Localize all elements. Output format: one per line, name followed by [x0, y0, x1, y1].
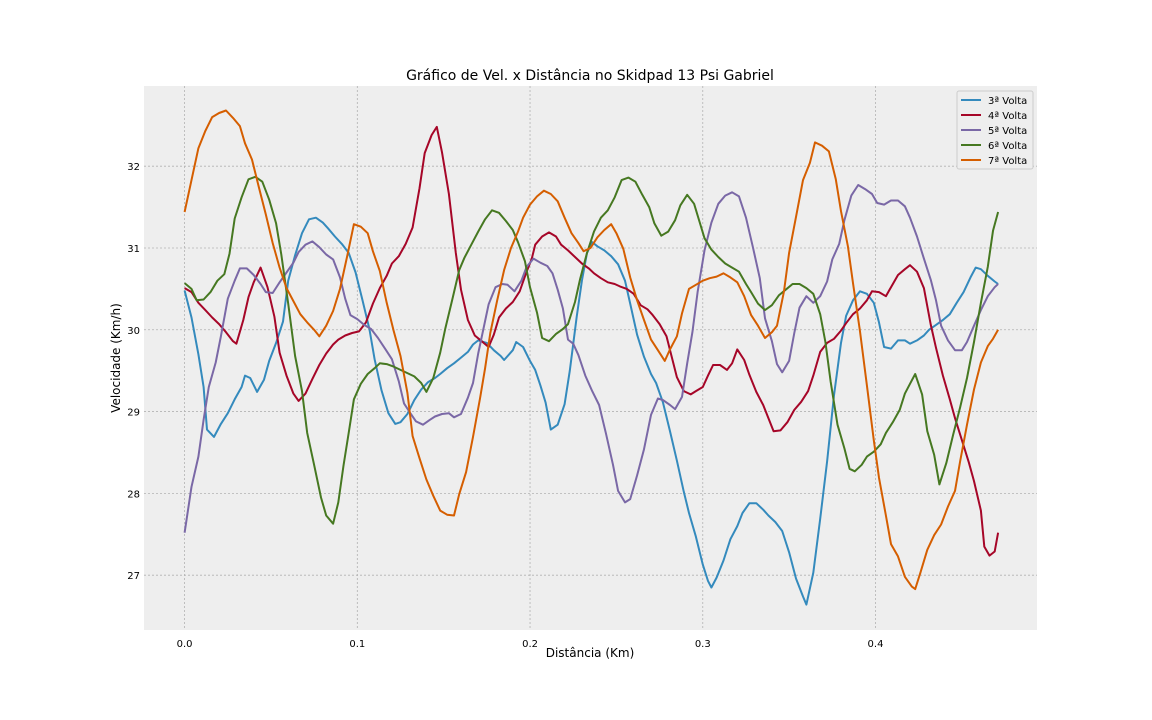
- x-axis-label: Distância (Km): [546, 646, 635, 660]
- series-line: [183, 184, 999, 533]
- y-tick-label: 27: [127, 571, 140, 582]
- plot-area: [144, 86, 1037, 630]
- x-tick-label: 0.2: [522, 639, 538, 650]
- y-tick-label: 32: [127, 162, 140, 173]
- y-tick-label: 31: [127, 244, 140, 255]
- series-line: [183, 109, 999, 591]
- legend-label: 5ª Volta: [988, 126, 1027, 137]
- legend-label: 4ª Volta: [988, 111, 1027, 122]
- series-line: [184, 125, 1000, 557]
- series-lines: [183, 109, 1000, 606]
- legend-label: 3ª Volta: [988, 96, 1027, 107]
- x-tick-label: 0.3: [695, 639, 711, 650]
- legend-label: 7ª Volta: [988, 156, 1027, 167]
- grid: [144, 86, 1037, 630]
- series-line: [183, 175, 1000, 525]
- legend-label: 6ª Volta: [988, 141, 1027, 152]
- y-tick-label: 30: [127, 326, 140, 337]
- legend-box: [956, 90, 1034, 170]
- x-axis-ticks: 0.0 0.1 0.2 0.3 0.4: [177, 639, 884, 650]
- y-axis-label: Velocidade (Km/h): [109, 303, 123, 413]
- x-tick-label: 0.1: [349, 639, 365, 650]
- y-axis-ticks: 27 28 29 30 31 32: [127, 162, 140, 582]
- chart-title: Gráfico de Vel. x Distância no Skidpad 1…: [406, 68, 774, 84]
- y-tick-label: 29: [127, 408, 140, 419]
- legend: 3ª Volta 4ª Volta 5ª Volta 6ª Volta 7ª Volta: [956, 90, 1034, 170]
- y-tick-label: 28: [127, 489, 140, 500]
- x-tick-label: 0.4: [868, 639, 884, 650]
- x-tick-label: 0.0: [177, 639, 193, 650]
